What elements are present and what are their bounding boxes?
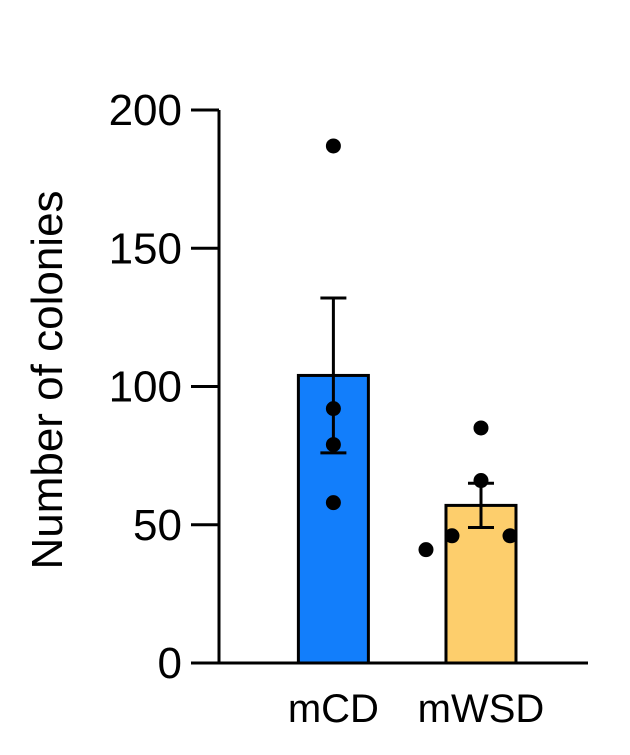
y-ticks: 0 50 100 150 200	[109, 86, 219, 688]
point-mWSD-1	[473, 473, 489, 489]
y-axis-label: Number of colonies	[23, 190, 72, 569]
data-points	[325, 138, 518, 558]
y-tick-label-3: 150	[109, 224, 182, 273]
point-mCD-3	[325, 495, 341, 511]
point-mWSD-0	[473, 420, 489, 436]
point-mWSD-3	[502, 528, 518, 544]
point-mCD-2	[325, 437, 341, 453]
point-mWSD-4	[418, 542, 434, 558]
axes	[191, 110, 588, 665]
y-tick-label-1: 50	[133, 501, 182, 550]
point-mCD-1	[325, 401, 341, 417]
y-tick-label-4: 200	[109, 86, 182, 135]
category-label-mCD: mCD	[288, 687, 379, 731]
point-mWSD-2	[444, 528, 460, 544]
bars	[296, 373, 518, 665]
point-mCD-0	[325, 138, 341, 154]
y-tick-label-0: 0	[158, 639, 182, 688]
category-label-mWSD: mWSD	[418, 687, 545, 731]
error-bars	[320, 296, 494, 530]
bar-mWSD	[444, 503, 518, 665]
category-labels: mCD mWSD	[288, 687, 544, 731]
y-tick-label-2: 100	[109, 363, 182, 412]
